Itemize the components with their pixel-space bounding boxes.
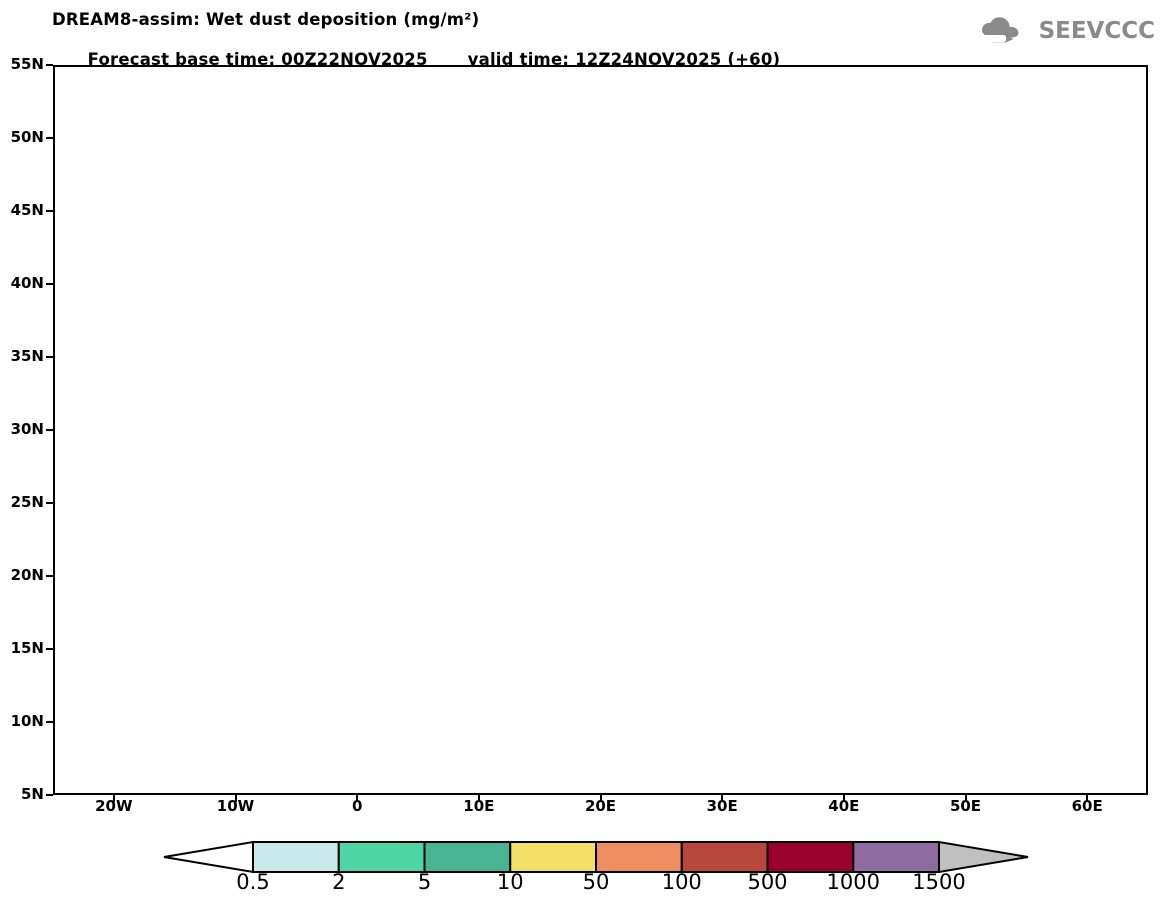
colorbar-tick-label: 1000 bbox=[826, 870, 880, 894]
y-axis-label: 35N bbox=[10, 347, 44, 365]
colorbar-tick-label: 50 bbox=[582, 870, 610, 894]
colorbar bbox=[163, 840, 1029, 874]
colorbar-band bbox=[852, 841, 940, 873]
x-axis-label: 20W bbox=[95, 797, 133, 815]
colorbar-band bbox=[938, 840, 1029, 874]
colorbar-tick-label: 1500 bbox=[912, 870, 966, 894]
x-axis-label: 10E bbox=[463, 797, 495, 815]
y-axis-label: 15N bbox=[10, 639, 44, 657]
seevccc-logo-text: SEEVCCC bbox=[1038, 18, 1155, 44]
x-axis-label: 40E bbox=[828, 797, 860, 815]
colorbar-tick-label: 100 bbox=[661, 870, 702, 894]
forecast-base-time: Forecast base time: 00Z22NOV2025 bbox=[87, 50, 428, 69]
x-axis-label: 50E bbox=[949, 797, 982, 815]
x-axis-label: 20E bbox=[584, 797, 617, 815]
y-axis-tick bbox=[46, 356, 53, 358]
y-axis-label: 55N bbox=[10, 55, 44, 73]
x-axis-tick bbox=[964, 795, 967, 802]
y-axis-tick bbox=[46, 575, 53, 577]
colorbar-band bbox=[595, 841, 683, 873]
y-axis-label: 10N bbox=[10, 712, 44, 730]
y-axis-label: 20N bbox=[10, 566, 44, 584]
plot-title: DREAM8-assim: Wet dust deposition (mg/m²… bbox=[52, 10, 480, 29]
y-axis-tick bbox=[46, 648, 53, 650]
y-axis-label: 30N bbox=[10, 420, 44, 438]
colorbar-band bbox=[337, 841, 426, 873]
y-axis-label: 45N bbox=[10, 201, 44, 219]
x-axis-tick bbox=[477, 795, 480, 802]
y-axis-tick bbox=[46, 64, 53, 66]
y-axis-tick bbox=[46, 721, 53, 723]
colorbar-swatches bbox=[163, 840, 1029, 874]
x-axis-tick bbox=[599, 795, 602, 802]
cloud-wind-icon bbox=[979, 17, 1019, 46]
seevccc-logo: SEEVCCC bbox=[979, 14, 1155, 48]
y-axis-label: 50N bbox=[10, 128, 44, 146]
colorbar-band bbox=[509, 841, 597, 873]
x-axis-tick bbox=[112, 795, 115, 802]
x-axis-tick bbox=[234, 795, 237, 802]
colorbar-tick-label: 10 bbox=[496, 870, 524, 894]
colorbar-band bbox=[766, 841, 855, 873]
plot-frame bbox=[53, 65, 1148, 795]
y-axis-tick bbox=[46, 502, 53, 504]
x-axis-label: 60E bbox=[1071, 797, 1103, 815]
x-axis-label: 10W bbox=[216, 797, 255, 815]
y-axis-tick bbox=[46, 210, 53, 212]
y-axis-tick bbox=[46, 137, 53, 139]
valid-time: valid time: 12Z24NOV2025 (+60) bbox=[467, 50, 781, 69]
colorbar-tick-label: 5 bbox=[417, 870, 432, 894]
y-axis-tick bbox=[46, 794, 53, 796]
header: DREAM8-assim: Wet dust deposition (mg/m²… bbox=[0, 0, 1165, 69]
y-axis-label: 25N bbox=[10, 493, 44, 511]
x-axis-label: 30E bbox=[706, 797, 738, 815]
colorbar-band bbox=[423, 841, 512, 873]
map-plot-area bbox=[53, 65, 1148, 795]
colorbar-tick-label: 2 bbox=[332, 870, 346, 894]
colorbar-band bbox=[680, 841, 769, 873]
x-axis-tick bbox=[842, 795, 845, 802]
y-axis-label: 5N bbox=[21, 785, 44, 803]
colorbar-band bbox=[163, 840, 254, 874]
y-axis-label: 40N bbox=[10, 274, 44, 292]
y-axis-tick bbox=[46, 429, 53, 431]
x-axis-tick bbox=[721, 795, 724, 802]
x-axis-label: 0 bbox=[351, 797, 363, 815]
x-axis-tick bbox=[1086, 795, 1089, 802]
colorbar-band bbox=[252, 841, 340, 873]
y-axis-tick bbox=[46, 283, 53, 285]
x-axis-tick bbox=[356, 795, 359, 802]
colorbar-tick-label: 0.5 bbox=[236, 870, 270, 894]
colorbar-tick-label: 500 bbox=[747, 870, 788, 894]
plot-subtitle: Forecast base time: 00Z22NOV2025 valid ti… bbox=[52, 31, 780, 88]
